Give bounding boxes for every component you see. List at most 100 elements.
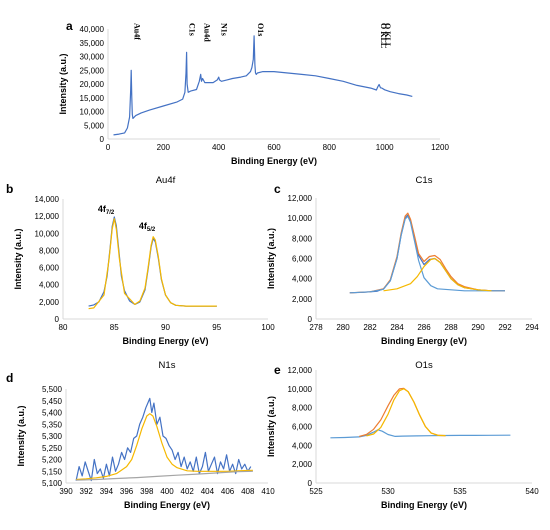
peak-label: Au4d xyxy=(203,23,212,42)
y-tick-label: 5,150 xyxy=(42,467,63,476)
x-tick-label: 402 xyxy=(181,487,195,496)
x-tick-label: 400 xyxy=(212,143,226,152)
y-tick-label: 12,000 xyxy=(288,366,313,375)
series-line-2 xyxy=(76,470,253,481)
panel-label: a xyxy=(66,19,73,33)
peak-label: O KLL xyxy=(383,23,392,48)
x-tick-label: 392 xyxy=(80,487,94,496)
y-tick-label: 0 xyxy=(308,479,313,488)
x-tick-label: 1200 xyxy=(431,143,449,152)
y-tick-label: 5,000 xyxy=(84,121,105,130)
y-tick-label: 8,000 xyxy=(292,404,313,413)
y-tick-label: 5,450 xyxy=(42,397,63,406)
y-tick-label: 10,000 xyxy=(288,214,313,223)
y-axis-label: Intensity (a.u.) xyxy=(266,228,276,289)
panel-c: c C1s 0 2,000 4,000 6,000 8,000 10,000 12,000 278… xyxy=(266,175,539,346)
x-tick-label: 0 xyxy=(106,143,111,152)
x-axis-label: Binding Energy (eV) xyxy=(381,500,467,510)
peak-label: 4f7/2 xyxy=(98,204,115,216)
panel-a: a 0 5,000 10,000 15,000 20,000 25,000 30,000 35,… xyxy=(58,19,449,166)
panel-label: d xyxy=(6,371,13,385)
peak-label: O KLL xyxy=(379,23,388,48)
x-axis-label: Binding Energy (eV) xyxy=(381,336,467,346)
x-tick-label: 400 xyxy=(160,487,174,496)
peak-label: 4f5/2 xyxy=(139,221,156,233)
panel-d: d N1s 5,100 5,150 5,200 5,250 5,300 5,350 5,400 5… xyxy=(6,360,275,510)
series-line-2 xyxy=(349,215,505,294)
x-tick-label: 288 xyxy=(444,323,458,332)
x-tick-label: 410 xyxy=(261,487,275,496)
x-tick-label: 1000 xyxy=(376,143,394,152)
x-tick-label: 530 xyxy=(381,487,395,496)
y-tick-label: 8,000 xyxy=(292,234,313,243)
x-tick-label: 535 xyxy=(453,487,467,496)
y-tick-label: 0 xyxy=(308,315,313,324)
y-axis-label: Intensity (a.u.) xyxy=(16,405,26,466)
x-tick-label: 294 xyxy=(525,323,539,332)
x-tick-label: 292 xyxy=(498,323,512,332)
y-tick-label: 12,000 xyxy=(288,194,313,203)
series-line-2 xyxy=(366,388,446,437)
series-line-1 xyxy=(88,218,217,310)
x-tick-label: 406 xyxy=(221,487,235,496)
y-tick-label: 25,000 xyxy=(80,66,105,75)
x-tick-label: 90 xyxy=(161,323,170,332)
y-tick-label: 6,000 xyxy=(292,255,313,264)
panel-label: c xyxy=(274,182,281,196)
x-tick-label: 282 xyxy=(363,323,377,332)
y-tick-label: 15,000 xyxy=(80,94,105,103)
y-tick-label: 10,000 xyxy=(80,108,105,117)
chart-title: Au4f xyxy=(156,175,176,186)
y-tick-label: 5,100 xyxy=(42,479,63,488)
series-line-0 xyxy=(330,429,511,439)
x-tick-label: 404 xyxy=(201,487,215,496)
x-tick-label: 284 xyxy=(390,323,404,332)
x-axis-label: Binding Energy (eV) xyxy=(122,336,208,346)
y-tick-label: 0 xyxy=(55,315,60,324)
panel-b: b Au4f 0 2,000 4,000 6,000 8,000 10,000 12,000 14… xyxy=(6,175,275,346)
panel-label: e xyxy=(274,363,281,377)
y-tick-label: 5,200 xyxy=(42,456,63,465)
y-tick-label: 6,000 xyxy=(39,264,60,273)
series-line-1 xyxy=(76,413,253,481)
y-axis-label: Intensity (a.u.) xyxy=(58,53,68,114)
panel-label: b xyxy=(6,182,13,196)
x-tick-label: 396 xyxy=(120,487,134,496)
y-tick-label: 5,250 xyxy=(42,444,63,453)
y-tick-label: 5,400 xyxy=(42,409,63,418)
x-tick-label: 200 xyxy=(157,143,171,152)
chart-title: O1s xyxy=(415,360,433,371)
peak-label: C1s xyxy=(188,23,197,36)
series-line-0 xyxy=(75,397,252,482)
peak-label: Au4f xyxy=(133,23,142,40)
chart-title: N1s xyxy=(159,360,176,371)
x-tick-label: 85 xyxy=(110,323,119,332)
y-tick-label: 4,000 xyxy=(39,281,60,290)
y-tick-label: 12,000 xyxy=(35,212,60,221)
series-line-3 xyxy=(383,257,492,292)
y-tick-label: 5,350 xyxy=(42,420,63,429)
y-tick-label: 5,300 xyxy=(42,432,63,441)
y-tick-label: 5,500 xyxy=(42,385,63,394)
y-tick-label: 10,000 xyxy=(35,229,60,238)
y-tick-label: 40,000 xyxy=(80,25,105,34)
x-tick-label: 286 xyxy=(417,323,431,332)
x-tick-label: 398 xyxy=(140,487,154,496)
x-tick-label: 408 xyxy=(241,487,255,496)
y-tick-label: 35,000 xyxy=(80,39,105,48)
y-tick-label: 2,000 xyxy=(292,460,313,469)
x-tick-label: 800 xyxy=(323,143,337,152)
y-axis-label: Intensity (a.u.) xyxy=(13,228,23,289)
peak-label: O1s xyxy=(256,23,265,36)
y-tick-label: 0 xyxy=(100,135,105,144)
x-tick-label: 394 xyxy=(100,487,114,496)
y-tick-label: 4,000 xyxy=(292,441,313,450)
y-tick-label: 30,000 xyxy=(80,53,105,62)
x-tick-label: 80 xyxy=(59,323,68,332)
panel-e: e O1s 0 2,000 4,000 6,000 8,000 10,000 12,000 525… xyxy=(266,360,539,510)
y-tick-label: 20,000 xyxy=(80,80,105,89)
x-tick-label: 525 xyxy=(309,487,323,496)
x-tick-label: 95 xyxy=(212,323,221,332)
x-axis-label: Binding Energy (eV) xyxy=(231,156,317,166)
